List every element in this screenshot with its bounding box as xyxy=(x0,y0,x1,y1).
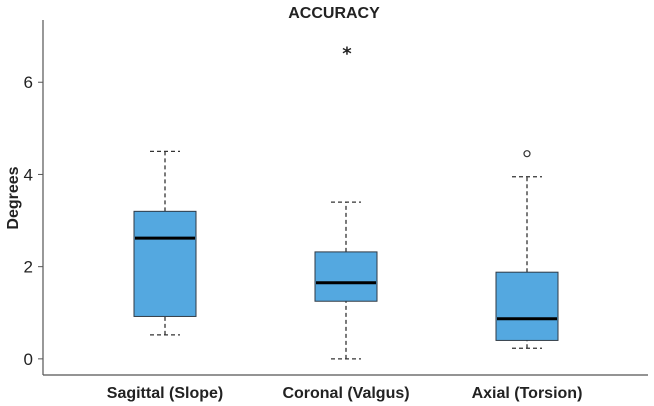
box-plot-series: * xyxy=(133,43,559,360)
x-tick-label-layer: Sagittal (Slope) Coronal (Valgus) Axial (T… xyxy=(107,385,583,402)
x-tick-label: Coronal (Valgus) xyxy=(282,385,409,402)
y-tick-layer: 0 2 4 6 xyxy=(24,73,43,369)
y-tick-label: 6 xyxy=(24,73,33,92)
y-axis-label: Degrees xyxy=(5,166,22,229)
box-plot-1 xyxy=(133,150,197,336)
interquartile-box xyxy=(314,251,378,302)
box-plot-2: * xyxy=(314,43,378,360)
y-tick-label: 0 xyxy=(24,350,33,369)
y-tick-label: 2 xyxy=(24,258,33,277)
box-plot-3 xyxy=(495,150,559,349)
y-tick-label: 4 xyxy=(24,165,33,184)
interquartile-box xyxy=(133,210,197,317)
interquartile-box xyxy=(495,271,559,341)
x-tick-label: Axial (Torsion) xyxy=(472,385,583,402)
chart-title: ACCURACY xyxy=(288,5,380,22)
x-tick-label: Sagittal (Slope) xyxy=(107,385,223,402)
outlier-marker xyxy=(523,150,531,158)
extreme-outlier-marker: * xyxy=(342,43,352,64)
